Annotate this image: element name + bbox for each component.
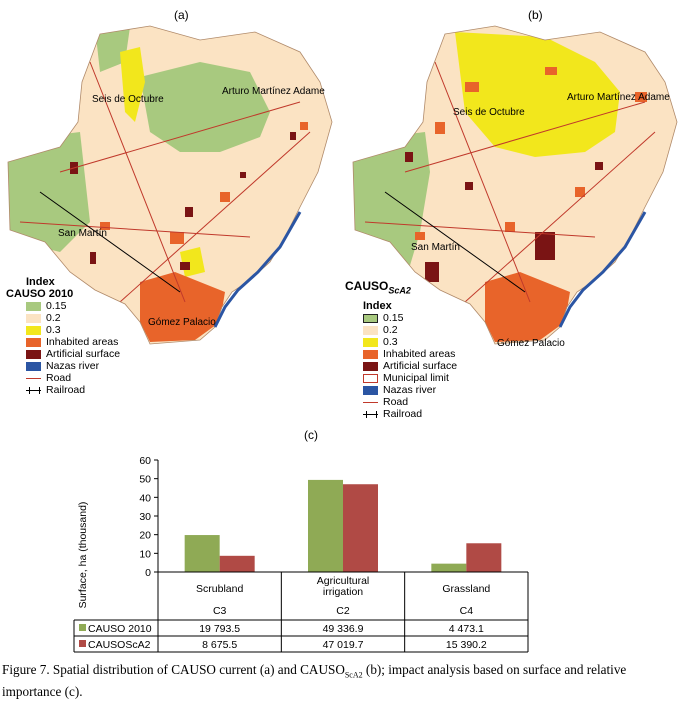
bar	[343, 484, 378, 572]
panel-label-a: (a)	[174, 8, 189, 22]
data-label: 4 473.1	[449, 623, 484, 635]
data-label: 49 336.9	[323, 623, 364, 635]
bar	[431, 563, 467, 572]
legend-swatch	[363, 349, 378, 359]
map-b-legend-item: 0.3	[363, 336, 457, 348]
bar	[466, 543, 502, 572]
figure-caption: Figure 7. Spatial distribution of CAUSO …	[2, 662, 627, 699]
map-a-legend-item: Railroad	[26, 384, 120, 396]
map-a-legend-item: Inhabited areas	[26, 336, 120, 348]
legend-swatch	[363, 337, 378, 347]
map-b-legend-item: Nazas river	[363, 384, 457, 396]
map-b-legend-item: 0.2	[363, 324, 457, 336]
legend-swatch	[79, 640, 86, 647]
map-b-legend-title: CAUSOScA2	[345, 279, 411, 296]
legend-swatch	[363, 325, 378, 335]
y-tick-label: 10	[139, 548, 151, 560]
railroad-line-icon	[26, 386, 41, 395]
category-code: C3	[213, 605, 227, 617]
map-a-legend-item: Nazas river	[26, 360, 120, 372]
data-label: 47 019.7	[323, 639, 364, 651]
data-label: 19 793.5	[199, 623, 240, 635]
map-a-place-seis: Seis de Octubre	[92, 94, 164, 105]
map-a-place-arturo: Arturo Martínez Adame	[222, 86, 325, 97]
map-b-legend-item: Municipal limit	[363, 372, 457, 384]
map-b-place-arturo: Arturo Martínez Adame	[567, 92, 670, 103]
y-tick-label: 60	[139, 455, 151, 467]
y-tick-label: 40	[139, 492, 151, 504]
category-label: irrigation	[323, 586, 363, 598]
road-line-icon	[26, 374, 41, 383]
legend-swatch	[26, 301, 41, 311]
category-label: Agricultural	[317, 575, 370, 587]
map-a: Seis de Octubre Arturo Martínez Adame Sa…	[7, 25, 333, 345]
legend-swatch	[363, 361, 378, 371]
y-tick-label: 0	[145, 567, 151, 579]
category-code: C4	[460, 605, 474, 617]
legend-swatch	[363, 385, 378, 395]
bar-chart: Surface, ha (thousand) 0 10 20 30 40 50 60 Scrub…	[73, 455, 529, 653]
category-label: Grassland	[442, 583, 490, 595]
map-b: Seis de Octubre Arturo Martínez Adame Sa…	[352, 25, 678, 349]
legend-swatch	[26, 361, 41, 371]
map-a-legend-item: 0.2	[26, 312, 120, 324]
bar	[308, 479, 343, 572]
y-tick-label: 50	[139, 474, 151, 486]
panel-label-b: (b)	[528, 8, 543, 22]
y-tick-label: 20	[139, 530, 151, 542]
category-code: C2	[336, 605, 350, 617]
map-a-legend-item: Road	[26, 372, 120, 384]
map-b-legend-item: Inhabited areas	[363, 348, 457, 360]
bar	[219, 555, 255, 572]
y-axis-title: Surface, ha (thousand)	[77, 502, 89, 609]
map-a-legend-subtitle: CAUSO 2010	[6, 288, 74, 300]
map-a-place-sanmartin: San Martín	[58, 228, 107, 239]
y-tick-label: 30	[139, 511, 151, 523]
series-name: CAUSO 2010	[88, 623, 152, 635]
legend-swatch	[26, 325, 41, 335]
map-a-legend-title: Index	[26, 276, 55, 288]
map-a-legend: Index CAUSO 2010 0.15 0.2 0.3 Inhabited …	[6, 276, 120, 396]
series-name: CAUSOScA2	[88, 639, 151, 651]
map-b-legend-item: Artificial surface	[363, 360, 457, 372]
legend-swatch	[363, 313, 378, 323]
bar	[184, 535, 220, 572]
map-b-legend: CAUSOScA2 Index 0.15 0.2 0.3 Inhabited a…	[345, 280, 457, 420]
legend-swatch	[26, 349, 41, 359]
map-a-legend-item: 0.15	[26, 300, 120, 312]
category-label: Scrubland	[196, 583, 243, 595]
railroad-line-icon	[363, 410, 378, 419]
map-a-legend-item: Artificial surface	[26, 348, 120, 360]
map-b-legend-item: Railroad	[363, 408, 457, 420]
legend-swatch	[79, 624, 86, 631]
map-b-place-seis: Seis de Octubre	[453, 107, 525, 118]
map-b-legend-subtitle: Index	[363, 300, 392, 313]
map-b-place-gomez: Gómez Palacio	[497, 338, 565, 349]
road-line-icon	[363, 398, 378, 407]
panel-label-c: (c)	[304, 428, 318, 442]
legend-swatch	[26, 313, 41, 323]
map-b-place-sanmartin: San Martín	[411, 242, 460, 253]
legend-swatch	[26, 337, 41, 347]
map-b-legend-item: 0.15	[363, 312, 457, 324]
map-a-place-gomez: Gómez Palacio	[148, 317, 216, 328]
legend-swatch	[363, 373, 378, 383]
data-label: 8 675.5	[202, 639, 237, 651]
map-a-legend-item: 0.3	[26, 324, 120, 336]
data-label: 15 390.2	[446, 639, 487, 651]
map-b-legend-item: Road	[363, 396, 457, 408]
